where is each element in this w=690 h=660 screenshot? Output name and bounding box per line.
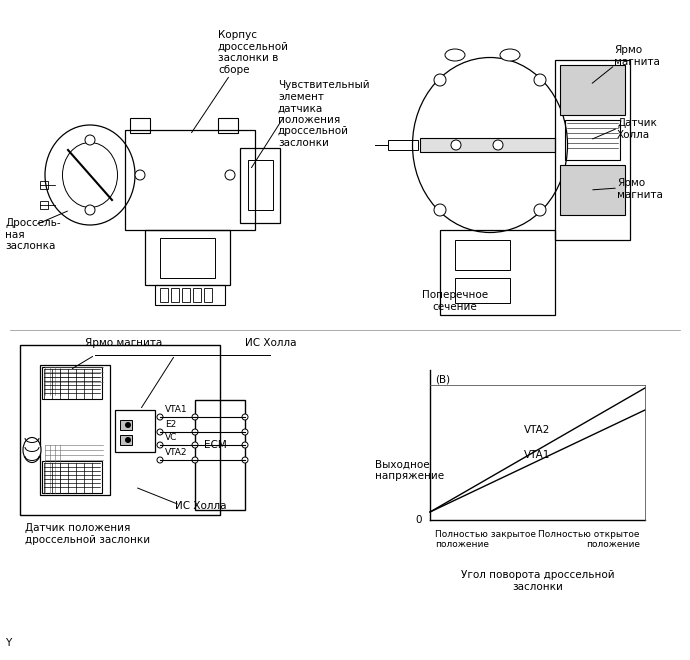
Bar (455, 240, 510, 270)
Text: 0: 0 (415, 515, 422, 525)
Text: Угол поворота дроссельной
заслонки: Угол поворота дроссельной заслонки (461, 570, 614, 591)
Circle shape (192, 457, 198, 463)
Bar (555, 60, 630, 240)
Text: ИС Холла: ИС Холла (175, 501, 226, 511)
Bar (455, 278, 510, 303)
Text: VTA2: VTA2 (524, 425, 551, 435)
Bar (248, 160, 273, 210)
Bar (42, 461, 102, 493)
Bar (560, 65, 625, 115)
Text: Датчик положения
дроссельной заслонки: Датчик положения дроссельной заслонки (25, 523, 150, 544)
Text: Дроссель-
ная
заслонка: Дроссель- ная заслонка (5, 218, 61, 251)
Text: Полностью закрытое
положение: Полностью закрытое положение (435, 530, 536, 549)
Circle shape (157, 457, 163, 463)
Text: VC: VC (165, 433, 177, 442)
Circle shape (434, 204, 446, 216)
Circle shape (534, 74, 546, 86)
Text: E2: E2 (165, 420, 176, 429)
Text: Ярмо магнита: Ярмо магнита (85, 338, 162, 348)
Circle shape (157, 429, 163, 435)
Text: (В): (В) (435, 375, 450, 385)
Bar (440, 230, 555, 315)
Text: Ярмо
магнита: Ярмо магнита (614, 45, 660, 67)
Ellipse shape (45, 125, 135, 225)
Bar (160, 288, 168, 302)
Circle shape (135, 170, 145, 180)
Text: VTA1: VTA1 (524, 450, 551, 460)
Text: Чувствительный
элемент
датчика
положения
дроссельной
заслонки: Чувствительный элемент датчика положения… (278, 80, 370, 148)
Bar (182, 288, 190, 302)
Circle shape (242, 457, 248, 463)
Bar (218, 118, 238, 133)
Bar (120, 435, 132, 445)
Circle shape (125, 422, 131, 428)
Circle shape (242, 429, 248, 435)
Text: Корпус
дроссельной
заслонки в
сборе: Корпус дроссельной заслонки в сборе (218, 30, 289, 75)
Bar (42, 367, 102, 399)
Bar (130, 118, 150, 133)
Bar (145, 230, 230, 285)
Circle shape (434, 74, 446, 86)
Text: Ярмо
магнита: Ярмо магнита (617, 178, 663, 199)
Bar (115, 410, 155, 452)
Ellipse shape (63, 143, 117, 207)
Bar (195, 400, 245, 510)
Bar (40, 201, 48, 209)
Text: VTA1: VTA1 (165, 405, 188, 414)
Bar (560, 165, 625, 215)
Circle shape (192, 442, 198, 448)
Text: Выходное
напряжение: Выходное напряжение (375, 459, 444, 480)
Circle shape (534, 204, 546, 216)
Text: ECM: ECM (204, 440, 226, 450)
Text: Датчик
Холла: Датчик Холла (617, 118, 657, 140)
Text: Поперечное
сечение: Поперечное сечение (422, 290, 488, 312)
Bar (20, 345, 220, 515)
Bar (420, 138, 555, 152)
Bar (565, 120, 620, 160)
Bar (40, 181, 48, 189)
Circle shape (192, 429, 198, 435)
Circle shape (157, 442, 163, 448)
Circle shape (125, 437, 131, 443)
Circle shape (225, 170, 235, 180)
Bar (125, 130, 255, 230)
Circle shape (493, 140, 503, 150)
Circle shape (451, 140, 461, 150)
Circle shape (157, 414, 163, 420)
Text: Y: Y (5, 638, 11, 648)
Circle shape (242, 442, 248, 448)
Circle shape (85, 205, 95, 215)
Bar (193, 288, 201, 302)
Ellipse shape (500, 49, 520, 61)
Bar (120, 420, 132, 430)
Bar (40, 365, 110, 495)
Ellipse shape (413, 57, 567, 232)
Bar (240, 148, 280, 223)
Bar (388, 140, 418, 150)
Bar (155, 285, 225, 305)
Text: ИС Холла: ИС Холла (245, 338, 297, 348)
Circle shape (85, 135, 95, 145)
Text: Полностью открытое
положение: Полностью открытое положение (538, 530, 640, 549)
Bar (160, 238, 215, 278)
Ellipse shape (445, 49, 465, 61)
Circle shape (192, 414, 198, 420)
Ellipse shape (23, 438, 41, 463)
Circle shape (242, 414, 248, 420)
Bar (171, 288, 179, 302)
Text: VTA2: VTA2 (165, 448, 188, 457)
Bar (204, 288, 212, 302)
